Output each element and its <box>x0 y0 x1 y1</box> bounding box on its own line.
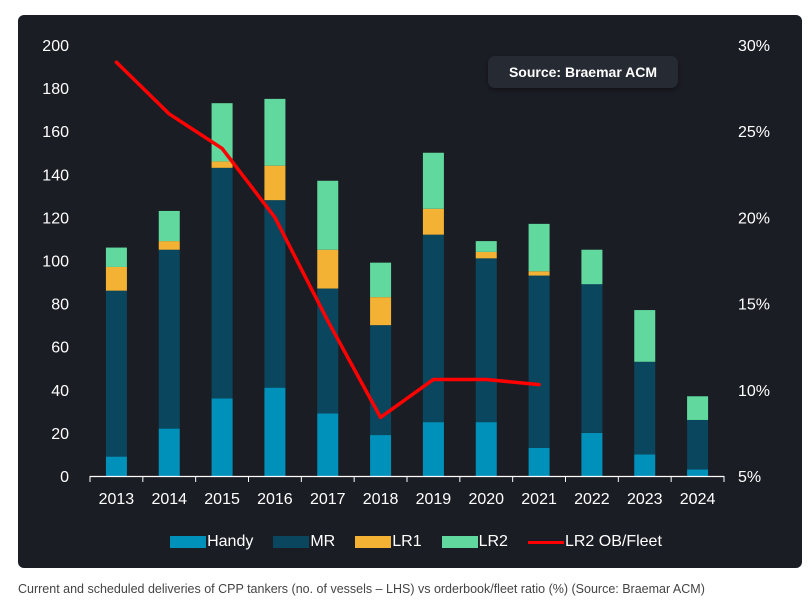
bar-lr2-2024 <box>687 396 709 420</box>
bar-lr1-2013 <box>105 266 127 291</box>
bar-handy-2024 <box>687 469 709 476</box>
bar-mr-2023 <box>634 361 656 455</box>
y-tick-label: 180 <box>42 81 69 98</box>
y-tick-label: 0 <box>60 469 69 486</box>
legend-label: MR <box>310 533 336 550</box>
bar-handy-2013 <box>105 456 127 476</box>
y-tick-label: 40 <box>51 383 69 400</box>
y2-tick-label: 25% <box>738 124 770 141</box>
x-tick-label: 2013 <box>99 491 135 508</box>
bar-lr1-2014 <box>158 241 180 250</box>
legend-swatch <box>170 536 207 548</box>
figure-caption: Current and scheduled deliveries of CPP … <box>18 582 705 596</box>
bar-handy-2014 <box>158 428 180 476</box>
x-tick-label: 2023 <box>627 491 663 508</box>
x-tick-label: 2022 <box>574 491 610 508</box>
bar-lr2-2021 <box>528 223 550 272</box>
bar-handy-2017 <box>317 413 339 476</box>
bar-lr2-2017 <box>317 180 339 250</box>
bar-handy-2022 <box>581 432 603 476</box>
y-tick-label: 60 <box>51 340 69 357</box>
line-lr2-ob-fleet <box>114 60 541 420</box>
legend-label: Handy <box>207 533 254 550</box>
legend-item-lr1: LR1 <box>355 533 422 551</box>
y-tick-label: 160 <box>42 124 69 141</box>
bar-handy-2021 <box>528 447 550 476</box>
bar-lr1-2017 <box>317 249 339 289</box>
legend-label: LR2 <box>478 533 508 550</box>
y2-tick-label: 15% <box>738 297 770 314</box>
legend-label: LR2 OB/Fleet <box>564 533 662 550</box>
legend-swatch <box>355 536 392 548</box>
bar-mr-2019 <box>422 234 444 423</box>
x-axis: 2013 2014 2015 2016 2017 2018 2019 2020 2021 2022… <box>89 475 725 508</box>
left-axis-ticks: 0 20 40 60 80 100 120 140 160 180 200 <box>42 38 69 486</box>
legend-item-lr2-ob-fleet: LR2 OB/Fleet <box>527 533 662 551</box>
x-tick-label: 2020 <box>468 491 504 508</box>
bar-handy-2020 <box>475 422 497 476</box>
bar-lr2-2020 <box>475 241 497 252</box>
x-tick-label: 2014 <box>151 491 187 508</box>
bar-lr1-2021 <box>528 271 550 276</box>
legend-item-mr: MR <box>273 533 335 551</box>
bar-lr1-2019 <box>422 208 444 235</box>
bar-mr-2021 <box>528 275 550 448</box>
bar-mr-2014 <box>158 249 180 429</box>
x-tick-label: 2016 <box>257 491 293 508</box>
bar-handy-2016 <box>264 387 286 476</box>
y2-tick-label: 20% <box>738 210 770 227</box>
y2-tick-label: 5% <box>738 469 761 486</box>
legend-swatch <box>441 536 478 548</box>
bar-lr2-2016 <box>264 98 286 166</box>
bar-lr1-2020 <box>475 251 497 259</box>
bar-lr2-2019 <box>422 152 444 209</box>
x-tick-label: 2015 <box>204 491 240 508</box>
bar-lr2-2013 <box>105 247 127 267</box>
y2-tick-label: 30% <box>738 38 770 55</box>
legend: Handy MR LR1 LR2 LR2 OB/Fleet <box>0 533 812 551</box>
legend-item-lr2: LR2 <box>441 533 508 551</box>
bar-mr-2017 <box>317 288 339 414</box>
y-tick-label: 200 <box>42 38 69 55</box>
bar-lr2-2015 <box>211 103 233 162</box>
chart-panel <box>18 15 802 568</box>
bar-mr-2022 <box>581 284 603 433</box>
line-series <box>114 60 541 420</box>
bar-handy-2015 <box>211 398 233 476</box>
bar-lr2-2018 <box>370 262 392 298</box>
legend-item-handy: Handy <box>170 533 253 551</box>
bar-lr1-2016 <box>264 165 286 201</box>
y-tick-label: 20 <box>51 426 69 443</box>
x-tick-label: 2021 <box>521 491 557 508</box>
bar-mr-2015 <box>211 167 233 399</box>
legend-swatch <box>527 540 564 544</box>
legend-swatch <box>273 536 310 548</box>
bar-mr-2013 <box>105 290 127 457</box>
bar-handy-2023 <box>634 454 656 476</box>
y-tick-label: 80 <box>51 297 69 314</box>
bar-mr-2016 <box>264 200 286 388</box>
bar-mr-2020 <box>475 258 497 423</box>
bar-series <box>105 98 709 476</box>
bar-handy-2019 <box>422 422 444 476</box>
y-tick-label: 120 <box>42 210 69 227</box>
bar-mr-2024 <box>687 419 709 470</box>
bar-handy-2018 <box>370 435 392 476</box>
x-tick-label: 2019 <box>416 491 452 508</box>
y-tick-label: 100 <box>42 254 69 271</box>
legend-label: LR1 <box>392 533 422 550</box>
right-axis-ticks: 5% 10% 15% 20% 25% 30% <box>738 38 770 486</box>
bar-lr2-2023 <box>634 310 656 362</box>
source-badge: Source: Braemar ACM <box>488 56 678 88</box>
y2-tick-label: 10% <box>738 383 770 400</box>
bar-lr2-2014 <box>158 210 180 242</box>
bar-lr1-2018 <box>370 297 392 326</box>
x-tick-label: 2017 <box>310 491 346 508</box>
x-tick-label: 2018 <box>363 491 399 508</box>
bar-lr1-2015 <box>211 161 233 168</box>
x-tick-label: 2024 <box>680 491 716 508</box>
y-tick-label: 140 <box>42 167 69 184</box>
bar-lr2-2022 <box>581 249 603 285</box>
